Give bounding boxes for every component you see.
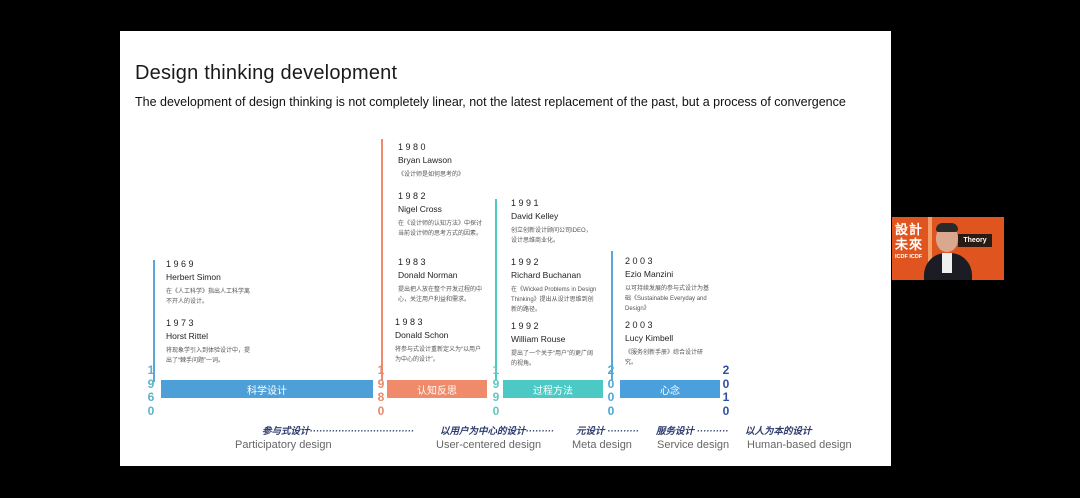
phase-zh-participatory: 参与式设计································· — [262, 426, 414, 437]
decade-digit: 1 — [377, 363, 385, 377]
entry-desc: 将现象学引入到体验设计中，提出了“棘手问题”一词。 — [166, 348, 251, 364]
decade-1980: 1 9 8 0 — [376, 363, 386, 418]
phase-en-service: Service design — [657, 439, 730, 451]
decade-digit: 0 — [607, 403, 615, 418]
entry-desc: 将参与式设计重新定义为“以用户为中心的设计”。 — [395, 347, 481, 363]
entry-name: Bryan Lawson — [398, 155, 452, 165]
phase-zh-service: 服务设计 ·········· — [656, 426, 729, 437]
entry-desc: 在《人工科学》指出人工科学离不开人的设计。 — [166, 289, 251, 305]
decade-1960: 1 9 6 0 — [146, 363, 156, 418]
decade-digit: 8 — [377, 390, 385, 404]
entry-year: 1992 — [511, 321, 542, 331]
entry-desc: 在《Wicked Problems in Design Thinking》提出从… — [511, 287, 597, 313]
entry-kimbell: 2003 Lucy Kimbell 《服务创新手册》综合设计研究。 — [625, 320, 711, 368]
entry-norman: 1983 Donald Norman 提出把人放在整个开发过程的中心，关注用户利… — [398, 257, 484, 305]
decade-digit: 6 — [147, 390, 155, 404]
phase-en-meta: Meta design — [572, 439, 632, 451]
decade-digit: 1 — [722, 390, 730, 404]
entry-year: 1980 — [398, 142, 429, 152]
entry-rittel: 1973 Horst Rittel 将现象学引入到体验设计中，提出了“棘手问题”… — [166, 318, 252, 366]
presentation-slide: Design thinking development The developm… — [120, 31, 891, 466]
decade-2000: 2 0 0 0 — [606, 363, 616, 418]
bar-mindset: 心念 — [620, 380, 720, 398]
entry-desc: 提出了一个关于“用户”的更广阔的视角。 — [511, 351, 593, 367]
entry-name: Ezio Manzini — [625, 269, 674, 279]
entry-name: Horst Rittel — [166, 331, 209, 341]
entry-year: 1983 — [395, 317, 426, 327]
divider-line-1960s — [153, 260, 155, 382]
entry-year: 2003 — [625, 256, 656, 266]
entry-year: 1992 — [511, 257, 542, 267]
entry-name: Richard Buchanan — [511, 270, 581, 280]
divider-line-2000s — [611, 251, 613, 380]
entry-buchanan: 1992 Richard Buchanan 在《Wicked Problems … — [511, 257, 597, 315]
phase-zh-meta: 元设计 ·········· — [576, 426, 639, 437]
decade-digit: 9 — [147, 376, 155, 391]
decade-digit: 0 — [607, 376, 615, 391]
entry-manzini: 2003 Ezio Manzini 以可持续发展的参与式设计为基础《Sustai… — [625, 256, 711, 314]
phase-zh-human-based: 以人为本的设计 — [745, 426, 812, 437]
decade-digit: 1 — [492, 363, 500, 377]
entry-cross: 1982 Nigel Cross 在《设计师的认知方法》中探讨当前设计师的思考方… — [398, 191, 484, 239]
slide-subtitle: The development of design thinking is no… — [135, 95, 846, 109]
entry-desc: 在《设计师的认知方法》中探讨当前设计师的思考方式的因素。 — [398, 221, 483, 237]
entry-desc: 创立创新设计顾问公司IDEO，设计思维商业化。 — [511, 228, 592, 244]
decade-digit: 2 — [722, 363, 730, 377]
decade-digit: 0 — [492, 403, 500, 418]
entry-simon: 1969 Herbert Simon 在《人工科学》指出人工科学离不开人的设计。 — [166, 259, 252, 307]
backdrop-board: Theory — [958, 234, 992, 247]
decade-digit: 2 — [607, 363, 615, 377]
decade-1990: 1 9 9 0 — [491, 363, 501, 418]
entry-name: Herbert Simon — [166, 272, 221, 282]
entry-kelley: 1991 David Kelley 创立创新设计顾问公司IDEO，设计思维商业化… — [511, 198, 597, 246]
entry-desc: 提出把人放在整个开发过程的中心，关注用户利益和需求。 — [398, 287, 483, 303]
entry-name: Donald Schon — [395, 330, 449, 340]
decade-digit: 0 — [147, 403, 155, 418]
bar-scientific-design: 科学设计 — [161, 380, 373, 398]
entry-desc: 《设计师是如何思考的》 — [398, 172, 465, 178]
conference-logo: 設計 未來 — [895, 222, 923, 252]
decade-digit: 9 — [377, 376, 385, 391]
backdrop-stripe — [928, 217, 932, 280]
entry-rouse: 1992 William Rouse 提出了一个关于“用户”的更广阔的视角。 — [511, 321, 597, 369]
decade-digit: 9 — [492, 390, 500, 404]
bar-process-method: 过程方法 — [503, 380, 603, 398]
entry-name: Lucy Kimbell — [625, 333, 674, 343]
entry-year: 1983 — [398, 257, 429, 267]
phase-en-human-based: Human-based design — [747, 439, 852, 451]
entry-name: David Kelley — [511, 211, 559, 221]
decade-digit: 0 — [607, 390, 615, 404]
logo-line: 設計 — [895, 222, 924, 237]
speaker-hair — [936, 223, 958, 232]
decade-digit: 9 — [492, 376, 500, 391]
entry-schon: 1983 Donald Schon 将参与式设计重新定义为“以用户为中心的设计”… — [395, 317, 481, 365]
conference-sub-label: ICDF ICDF — [895, 254, 923, 260]
entry-desc: 《服务创新手册》综合设计研究。 — [625, 350, 704, 366]
phase-en-user-centered: User-centered design — [436, 439, 542, 451]
logo-line: 未來 — [895, 237, 924, 252]
entry-year: 1969 — [166, 259, 197, 269]
entry-year: 1991 — [511, 198, 542, 208]
entry-year: 2003 — [625, 320, 656, 330]
phase-zh-user-centered: 以用户为中心的设计········· — [440, 426, 554, 437]
decade-digit: 0 — [722, 376, 730, 391]
decade-digit: 1 — [147, 363, 155, 377]
entry-name: William Rouse — [511, 334, 566, 344]
entry-year: 1982 — [398, 191, 429, 201]
divider-line-1980s — [381, 139, 383, 380]
divider-line-1990s — [495, 199, 497, 380]
entry-desc: 以可持续发展的参与式设计为基础《Sustainable Everyday and… — [625, 286, 710, 312]
speaker-video-thumbnail[interactable]: 設計 未來 ICDF ICDF Theory — [892, 217, 1004, 280]
speaker-shirt — [942, 253, 952, 273]
entry-lawson: 1980 Bryan Lawson 《设计师是如何思考的》 — [398, 142, 484, 180]
entry-year: 1973 — [166, 318, 197, 328]
decade-digit: 0 — [722, 403, 730, 418]
decade-digit: 0 — [377, 403, 385, 418]
bar-cognitive-reflection: 认知反思 — [387, 380, 487, 398]
entry-name: Nigel Cross — [398, 204, 442, 214]
entry-name: Donald Norman — [398, 270, 458, 280]
decade-2010: 2 0 1 0 — [721, 363, 731, 418]
phase-en-participatory: Participatory design — [235, 439, 332, 451]
slide-title: Design thinking development — [135, 62, 398, 84]
